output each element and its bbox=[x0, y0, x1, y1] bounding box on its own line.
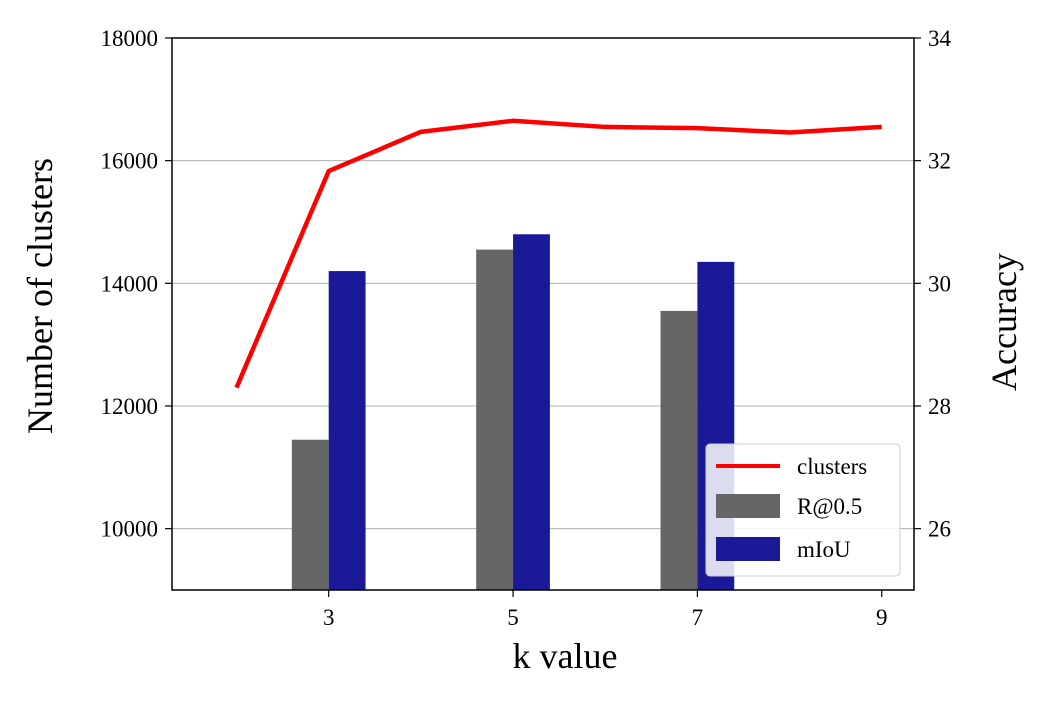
x-tick-label: 5 bbox=[507, 605, 519, 630]
y2-tick-label: 28 bbox=[928, 394, 951, 419]
y-tick-label: 18000 bbox=[101, 26, 159, 51]
legend-swatch-r05 bbox=[716, 494, 780, 518]
plot-frame bbox=[171, 37, 915, 591]
y-tick-label: 16000 bbox=[101, 149, 159, 174]
bar-r-0-5-k7 bbox=[660, 310, 698, 590]
y2-axis-title: Accuracy bbox=[984, 253, 1024, 391]
legend-label-miou: mIoU bbox=[797, 537, 851, 562]
y2-tick-label: 34 bbox=[928, 26, 952, 51]
bar-r-0-5-k5 bbox=[476, 249, 514, 590]
bar-r-0-5-k3 bbox=[291, 439, 329, 590]
legend: clusters R@0.5 mIoU bbox=[705, 443, 901, 577]
x-tick-label: 9 bbox=[876, 605, 888, 630]
y2-tick-label: 30 bbox=[928, 271, 951, 296]
legend-swatch-miou bbox=[716, 537, 780, 561]
bar-miou-k5 bbox=[513, 234, 550, 590]
bar-miou-k3 bbox=[328, 271, 366, 590]
y-tick-label: 12000 bbox=[101, 394, 159, 419]
y2-tick-label: 26 bbox=[928, 517, 951, 542]
y-tick-label: 10000 bbox=[101, 517, 159, 542]
legend-label-clusters: clusters bbox=[797, 454, 867, 479]
axis-ticks: 10000 12000 14000 16000 18000 26 28 30 32 34 3 5 7 9 bbox=[101, 26, 952, 630]
x-axis-title: k value bbox=[513, 636, 618, 676]
x-tick-label: 7 bbox=[692, 605, 704, 630]
y-tick-label: 14000 bbox=[101, 271, 159, 296]
bar-series bbox=[291, 234, 735, 590]
legend-label-r05: R@0.5 bbox=[797, 494, 862, 519]
y-axis-title: Number of clusters bbox=[20, 158, 60, 434]
y2-tick-label: 32 bbox=[928, 149, 951, 174]
line-series bbox=[234, 118, 882, 389]
clusters-line bbox=[234, 118, 882, 389]
x-tick-label: 3 bbox=[323, 605, 335, 630]
